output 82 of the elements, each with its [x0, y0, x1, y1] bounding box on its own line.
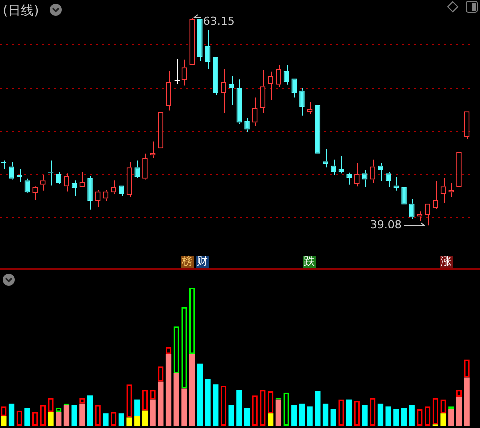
text: 榜: [181, 255, 194, 268]
bar: [8, 404, 15, 426]
bar: [315, 392, 321, 426]
bar: [292, 405, 298, 426]
text: 跌: [303, 255, 316, 268]
bar: [322, 404, 329, 426]
candlestick: [417, 211, 423, 222]
annotation: 63.15: [203, 14, 235, 28]
candlestick: [134, 160, 140, 178]
bar: [464, 378, 470, 426]
bar: [72, 405, 78, 426]
bar: [56, 412, 62, 426]
candlestick: [228, 76, 234, 106]
bar: [448, 409, 454, 426]
bar: [440, 414, 446, 426]
text: 涨: [440, 255, 453, 268]
bar: [166, 354, 172, 426]
candlestick: [370, 159, 376, 184]
candlestick: [95, 190, 101, 208]
candlestick: [236, 79, 242, 126]
bar: [126, 418, 132, 426]
bar: [456, 397, 462, 426]
bar: [197, 364, 203, 426]
candlestick: [88, 176, 93, 210]
bar: [228, 405, 234, 426]
bar: [118, 414, 124, 426]
bar: [190, 354, 196, 426]
bar: [409, 405, 415, 426]
candlestick: [9, 162, 14, 180]
candlestick: [292, 78, 298, 98]
bar: [158, 382, 164, 426]
bar: [330, 409, 336, 426]
candlestick: [300, 88, 305, 116]
bar: [142, 410, 148, 426]
candlestick: [205, 30, 211, 70]
candlestick: [354, 162, 360, 188]
bar: [386, 406, 392, 426]
bar: [174, 374, 180, 426]
bar: [182, 388, 188, 426]
candlestick: [252, 97, 258, 127]
bar: [394, 409, 400, 426]
bar: [134, 400, 140, 416]
bar: [362, 405, 368, 426]
bar: [401, 408, 408, 426]
candlestick: [260, 70, 266, 114]
candlestick: [166, 70, 172, 112]
candlestick: [284, 64, 290, 86]
candlestick: [72, 180, 78, 197]
bar: [48, 412, 54, 426]
candlestick: [174, 58, 181, 84]
bar: [276, 400, 282, 426]
candlestick: [276, 64, 282, 88]
candlestick: [190, 18, 195, 66]
bar: [150, 400, 156, 426]
candlestick: [64, 173, 70, 192]
bar: [378, 404, 384, 426]
bar: [213, 384, 219, 426]
candlestick: [330, 159, 336, 176]
candlestick: [221, 68, 226, 114]
bar: [80, 404, 86, 426]
bar: [87, 396, 94, 426]
text: 财: [196, 255, 209, 268]
bar: [1, 416, 7, 426]
bar: [236, 390, 242, 426]
bar: [205, 379, 211, 426]
bar: [346, 400, 352, 426]
candlestick: [346, 172, 352, 186]
annotation: 39.08: [370, 218, 402, 232]
chart-title: (日线): [3, 3, 40, 20]
bar: [103, 414, 109, 426]
candlestick: [182, 59, 188, 86]
bar: [64, 405, 70, 426]
candlestick: [409, 199, 415, 220]
bar: [307, 406, 313, 426]
bar: [268, 414, 274, 426]
candlestick: [378, 162, 384, 182]
bar: [244, 408, 250, 426]
candlestick: [386, 171, 392, 188]
bar: [134, 416, 140, 426]
bar: [299, 404, 306, 426]
bar: [24, 408, 30, 426]
candlestick: [198, 19, 203, 62]
